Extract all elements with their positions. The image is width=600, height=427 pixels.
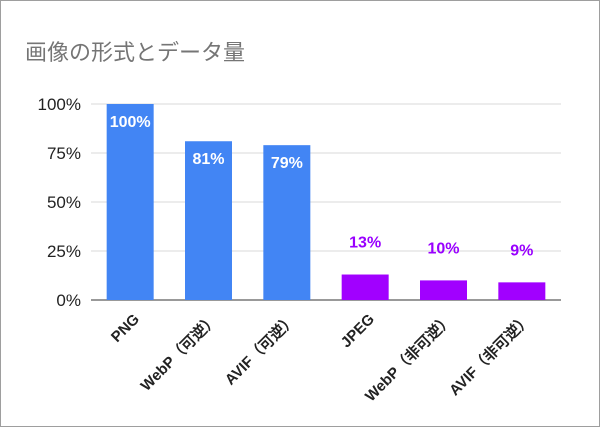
bar [106,104,154,300]
x-category-label: AVIF（非可逆） [446,310,535,399]
chart-title: 画像の形式とデータ量 [25,41,246,66]
data-label: 81% [192,151,224,168]
y-tick-label: 25% [47,242,81,261]
bar [341,274,389,300]
data-label: 9% [510,242,533,259]
y-tick-label: 0% [56,291,81,310]
bar [498,282,546,300]
bar [263,145,311,300]
y-tick-label: 75% [47,144,81,163]
x-category-label: WebP（可逆） [137,310,221,394]
bar [185,141,232,300]
x-category-label: AVIF（可逆） [221,310,300,389]
bar [420,280,467,300]
data-label: 100% [110,114,151,131]
x-category-label: PNG [108,311,143,346]
data-label: 79% [271,155,303,172]
data-label: 10% [427,240,459,257]
data-label: 13% [349,235,381,252]
x-category-label: JPEG [338,311,378,351]
y-tick-label: 50% [47,193,81,212]
y-tick-label: 100% [38,95,81,114]
